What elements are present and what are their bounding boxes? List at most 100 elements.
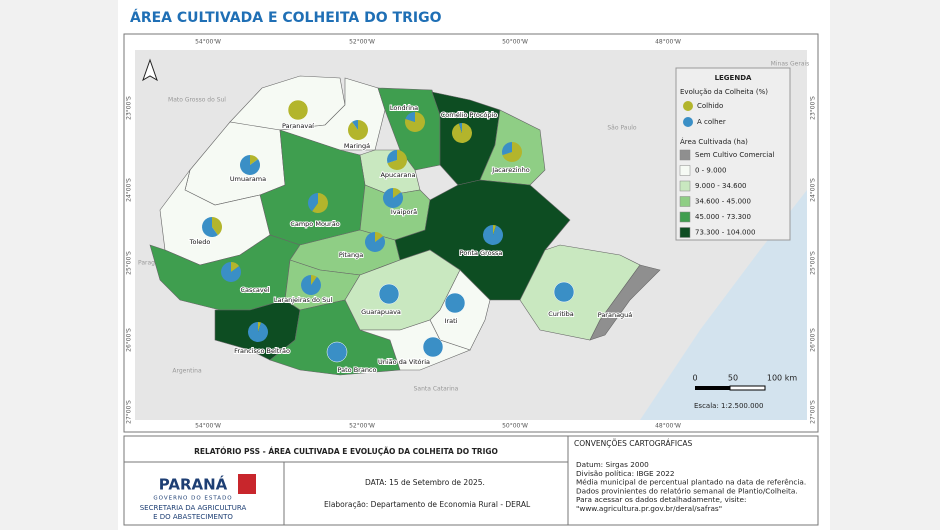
legend-swatch: [679, 227, 691, 238]
longitude-label: 48°00'W: [655, 423, 681, 430]
region-label: Pitanga: [339, 251, 363, 259]
scale-label: 100 km: [767, 374, 797, 383]
pie-slice: [301, 275, 321, 295]
pie-slice: [378, 283, 400, 305]
legend-label: Sem Cultivo Comercial: [695, 151, 775, 159]
footer-right: [567, 435, 819, 526]
convention-line: Para acessar os dados detalhadamente, vi…: [576, 495, 746, 504]
legend-swatch: [679, 180, 691, 192]
region-label: Jacarezinho: [491, 166, 529, 174]
region-label: Francisco Beltrão: [234, 347, 290, 355]
legend-swatch: [683, 117, 693, 127]
pie-slice: [393, 188, 402, 198]
latitude-label: 25°00'S: [810, 251, 817, 275]
latitude-label: 27°00'S: [810, 400, 817, 424]
pie-slice: [405, 112, 415, 122]
footer: RELATÓRIO PSS - ÁREA CULTIVADA E EVOLUÇÃ…: [123, 435, 819, 526]
legend-label: 34.600 - 45.000: [695, 198, 751, 206]
legend-label: 73.300 - 104.000: [695, 229, 755, 237]
legend-subtitle: Área Cultivada (ha): [680, 137, 748, 146]
region-label: União da Vitória: [378, 358, 430, 366]
convention-line: "www.agricultura.pr.gov.br/deral/safras": [576, 504, 722, 513]
report-title: RELATÓRIO PSS - ÁREA CULTIVADA E EVOLUÇÃ…: [194, 447, 498, 456]
pie-slice: [458, 123, 462, 133]
map: Mato Grosso do Sul São Paulo Minas Gerai…: [138, 58, 809, 393]
logo-text: PARANÁ: [159, 475, 228, 494]
page-title: ÁREA CULTIVADA E COLHEITA DO TRIGO: [130, 9, 442, 26]
pie-slice: [365, 232, 386, 252]
pie-slice: [405, 112, 426, 132]
longitude-label: 48°00'W: [655, 39, 681, 46]
pie-slice: [387, 150, 407, 170]
neighbor-label: Paraguay: [138, 260, 166, 267]
latitude-label: 24°00'S: [126, 178, 133, 202]
region-label: Apucarana: [380, 171, 415, 179]
scale-segment: [729, 385, 766, 391]
longitude-label: 54°00'W: [195, 39, 221, 46]
region-label: Ponta Grossa: [460, 249, 503, 257]
legend-swatch: [679, 211, 691, 223]
latitude-label: 24°00'S: [810, 178, 817, 202]
legend-box: [675, 67, 791, 241]
pie-slice: [258, 322, 262, 332]
region: [269, 299, 401, 376]
coordinates: 54°00'W 52°00'W 50°00'W 48°00'W 54°00'W …: [126, 39, 817, 430]
pie-slice: [375, 232, 384, 242]
region-label: Irati: [445, 317, 458, 325]
longitude-label: 52°00'W: [349, 39, 375, 46]
region-label: Londrina: [390, 104, 418, 112]
pie-slice: [422, 336, 444, 358]
legend-label: 9.000 - 34.600: [695, 182, 747, 190]
region-label: Cascavel: [240, 286, 269, 294]
pie-slice: [231, 262, 240, 272]
latitude-label: 26°00'S: [126, 328, 133, 352]
latitude-label: 23°00'S: [126, 96, 133, 120]
pie-slice: [483, 224, 503, 245]
neighbor-label: Mato Grosso do Sul: [168, 97, 226, 104]
pie-slice: [311, 275, 317, 285]
legend-swatch: [679, 149, 691, 161]
pie-slice: [240, 155, 260, 175]
region-label: Paranavaí: [282, 122, 314, 130]
logo-text: E DO ABASTECIMENTO: [153, 513, 233, 521]
latitude-label: 25°00'S: [126, 251, 133, 275]
region-label: Cornélio Procópio: [441, 111, 498, 119]
scale-segment: [695, 386, 730, 390]
latitude-label: 26°00'S: [810, 328, 817, 352]
author: Elaboração: Departamento de Economia Rur…: [324, 500, 531, 509]
pie-slice: [221, 262, 241, 282]
region-label: Curitiba: [548, 310, 574, 318]
latitude-label: 27°00'S: [126, 400, 133, 424]
legend-items: Colhido A colher Sem Cultivo Comercial 0 - …: [679, 101, 775, 238]
pie-slice: [387, 150, 397, 164]
scale-label: 0: [692, 374, 697, 383]
legend-swatch: [683, 101, 693, 111]
footer-left: [123, 435, 569, 526]
region: [589, 264, 661, 341]
logo-text: SECRETARIA DA AGRICULTURA: [140, 504, 247, 512]
region-label: Ivaiporã: [391, 208, 417, 216]
pie-slice: [201, 217, 218, 237]
pie-slice: [502, 142, 523, 162]
scale-text: Escala: 1:2.500.000: [694, 402, 763, 410]
scale-label: 50: [728, 374, 738, 383]
pie-slice: [212, 217, 222, 236]
legend: LEGENDA Evolução da Colheita (%) Área Cu…: [675, 67, 791, 241]
conventions-title: CONVENÇÕES CARTOGRÁFICAS: [574, 439, 693, 448]
convention-line: Datum: Sirgas 2000: [576, 460, 649, 469]
region-label: Laranjeiras do Sul: [274, 296, 333, 304]
legend-label: A colher: [697, 118, 726, 126]
pie-slice: [383, 188, 404, 208]
latitude-label: 23°00'S: [810, 96, 817, 120]
longitude-label: 50°00'W: [502, 39, 528, 46]
neighbor-label: Santa Catarina: [414, 386, 459, 393]
legend-swatch: [679, 196, 691, 207]
pie-slice: [308, 193, 318, 212]
pie-slice: [553, 281, 575, 303]
region-label: Toledo: [189, 238, 211, 246]
legend-label: Colhido: [697, 102, 723, 110]
logo-emblem: [238, 474, 256, 494]
legend-swatch: [679, 165, 691, 176]
region: [359, 319, 471, 371]
